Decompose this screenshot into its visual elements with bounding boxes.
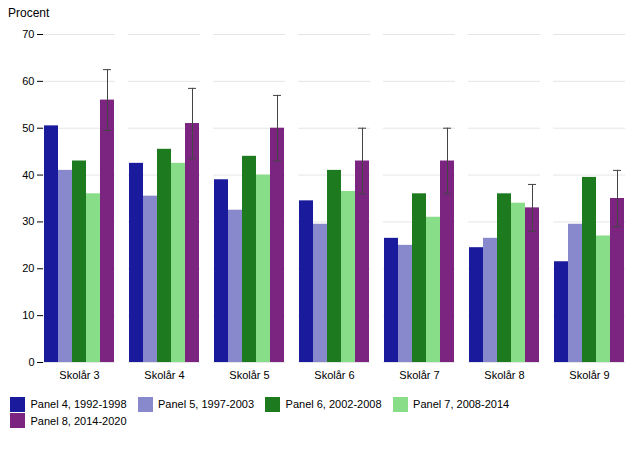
svg-text:60: 60 — [22, 75, 34, 87]
svg-text:40: 40 — [22, 169, 34, 181]
svg-text:Skolår 7: Skolår 7 — [399, 369, 439, 381]
svg-text:Skolår 8: Skolår 8 — [484, 369, 524, 381]
html-text:Panel 8, 2014-2020: Panel 8, 2014-2020 — [30, 414, 127, 427]
svg-text:0: 0 — [28, 356, 34, 368]
svg-text:70: 70 — [22, 28, 34, 40]
html-text:Panel 6, 2002-2008: Panel 6, 2002-2008 — [285, 398, 382, 411]
svg-text:20: 20 — [22, 262, 34, 274]
html-text:Panel 5, 1997-2003: Panel 5, 1997-2003 — [158, 398, 255, 411]
svg-text:Skolår 4: Skolår 4 — [144, 369, 184, 381]
svg-text:10: 10 — [22, 309, 34, 321]
html-text:Procent: Procent — [8, 6, 50, 20]
svg-text:Skolår 3: Skolår 3 — [59, 369, 99, 381]
svg-text:50: 50 — [22, 122, 34, 134]
svg-text:Skolår 6: Skolår 6 — [314, 369, 354, 381]
svg-text:Skolår 5: Skolår 5 — [229, 369, 269, 381]
html-text:Panel 4, 1992-1998: Panel 4, 1992-1998 — [30, 398, 127, 411]
html-text:Panel 7, 2008-2014: Panel 7, 2008-2014 — [413, 398, 510, 411]
svg-text:30: 30 — [22, 215, 34, 227]
svg-text:Skolår 9: Skolår 9 — [569, 369, 609, 381]
